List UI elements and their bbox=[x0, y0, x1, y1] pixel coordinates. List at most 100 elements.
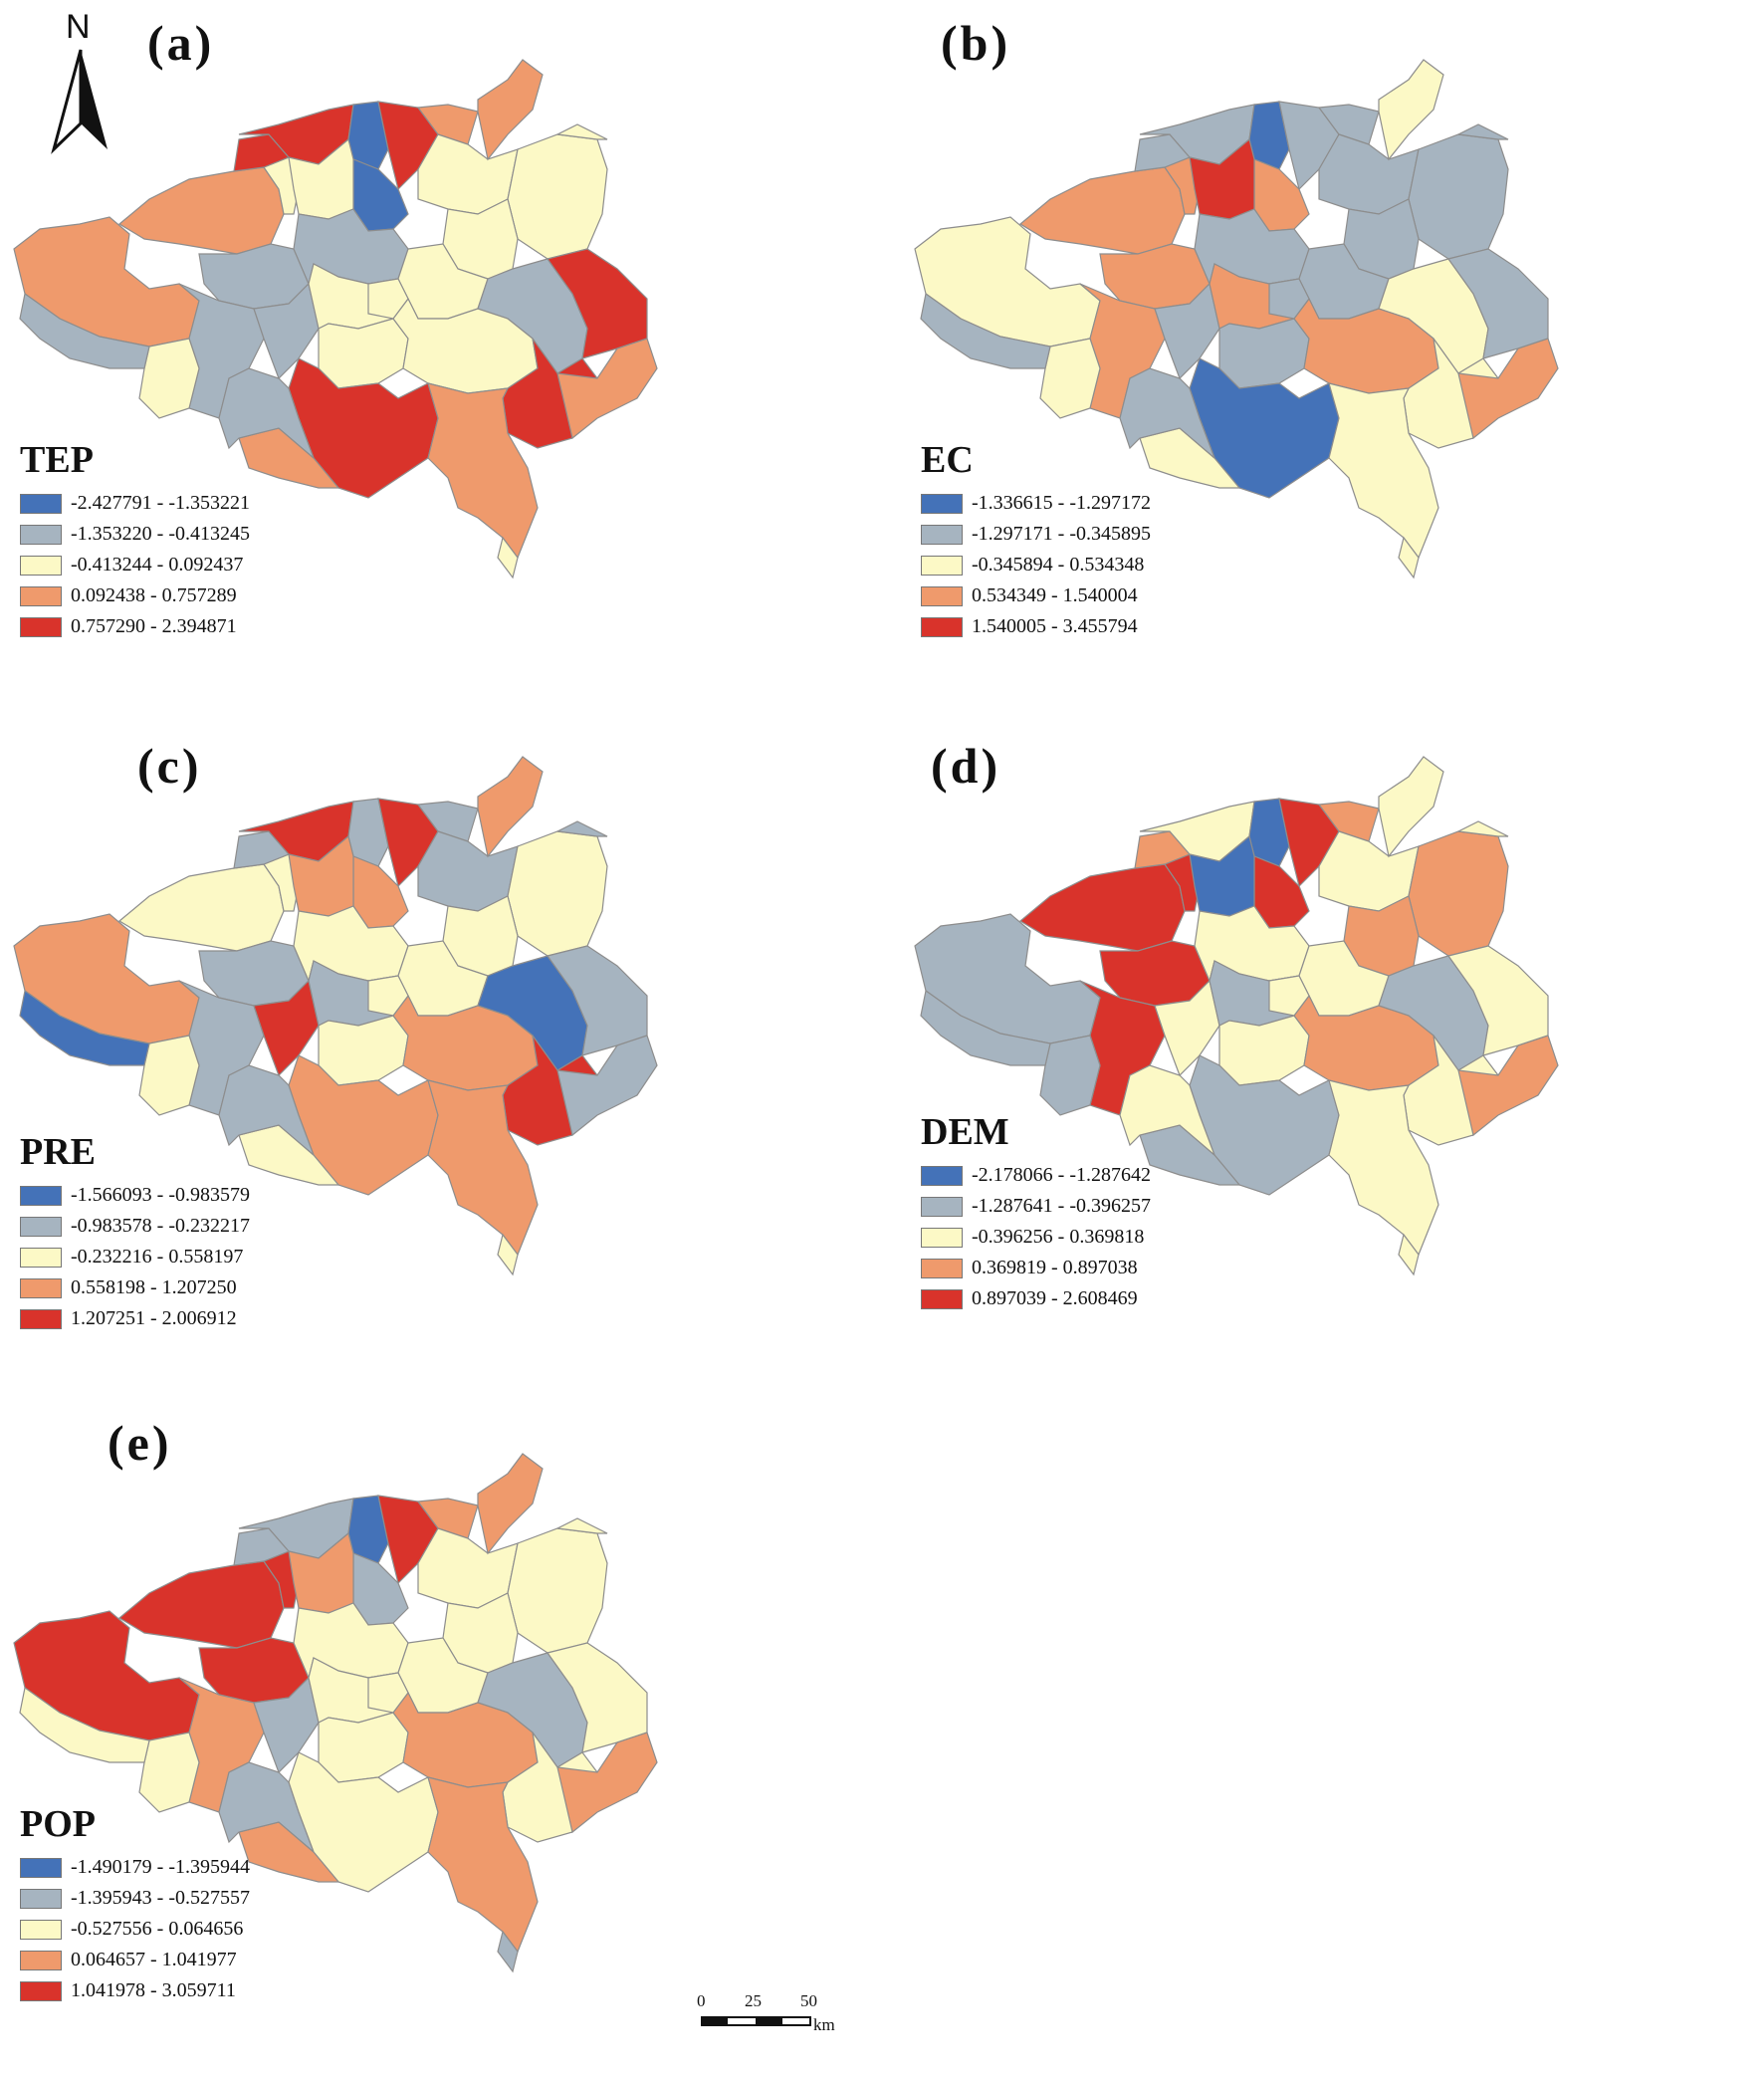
region-d-28 bbox=[1119, 1064, 1215, 1156]
region-a-5 bbox=[233, 133, 291, 172]
region-b-29 bbox=[1455, 123, 1509, 140]
region-b-28 bbox=[1119, 367, 1215, 459]
region-a-29 bbox=[554, 123, 608, 140]
legend-swatch bbox=[921, 524, 963, 545]
legend-swatch bbox=[921, 1165, 963, 1186]
legend-swatch bbox=[20, 1216, 62, 1237]
scale-unit: km bbox=[813, 2015, 835, 2034]
legend-swatch bbox=[20, 493, 62, 514]
legend-item-e-1: -1.490179 - -1.395944 bbox=[20, 1852, 250, 1883]
legend-swatch bbox=[20, 1247, 62, 1268]
region-e-33 bbox=[19, 1686, 150, 1763]
legend-swatch bbox=[20, 524, 62, 545]
region-c-34 bbox=[556, 1035, 658, 1137]
region-c-14 bbox=[507, 830, 608, 957]
legend-label: 0.558198 - 1.207250 bbox=[71, 1276, 237, 1298]
region-e-17 bbox=[253, 1676, 320, 1774]
region-d-29 bbox=[1455, 820, 1509, 837]
legend-title-e: POP bbox=[20, 1803, 96, 1845]
region-b-22 bbox=[1218, 318, 1310, 389]
region-b-35 bbox=[1398, 536, 1420, 579]
legend-label: -1.336615 - -1.297172 bbox=[972, 492, 1151, 514]
region-d-33 bbox=[920, 989, 1051, 1066]
legend-swatch bbox=[20, 1888, 62, 1909]
region-b-33 bbox=[920, 292, 1051, 369]
region-b-32 bbox=[1039, 338, 1101, 419]
scale-tick-0: 0 bbox=[697, 1991, 706, 2010]
legend-title-c: PRE bbox=[20, 1131, 96, 1173]
legend-title-b: EC bbox=[921, 439, 974, 481]
region-c-31 bbox=[477, 756, 544, 858]
legend-item-a-3: -0.413244 - 0.092437 bbox=[20, 550, 250, 580]
map-panel-d: (d) DEM -2.178066 - -1.287642 -1.287641 - … bbox=[901, 697, 1764, 1384]
legend-label: -1.490179 - -1.395944 bbox=[71, 1856, 250, 1878]
region-b-31 bbox=[1378, 59, 1444, 161]
panel-label-b: (b) bbox=[941, 15, 1011, 71]
legend-label: -0.527556 - 0.064656 bbox=[71, 1918, 244, 1940]
legend-label: 0.092438 - 0.757289 bbox=[71, 584, 237, 606]
region-b-5 bbox=[1134, 133, 1192, 172]
legend-label: -1.297171 - -0.345895 bbox=[972, 523, 1151, 545]
legend-label: -0.232216 - 0.558197 bbox=[71, 1246, 244, 1268]
legend-swatch bbox=[20, 1185, 62, 1206]
choropleth-map-b bbox=[914, 59, 1559, 579]
choropleth-map-c bbox=[13, 756, 658, 1276]
region-a-31 bbox=[477, 59, 544, 161]
legend-swatch bbox=[20, 555, 62, 576]
region-b-30 bbox=[1268, 278, 1310, 320]
legend-swatch bbox=[20, 1919, 62, 1940]
region-a-2 bbox=[117, 166, 285, 255]
legend-label: -0.396256 - 0.369818 bbox=[972, 1226, 1145, 1248]
legend-label: -2.427791 - -1.353221 bbox=[71, 492, 250, 514]
region-d-11 bbox=[1317, 801, 1380, 842]
scale-tick-25: 25 bbox=[745, 1991, 762, 2010]
legend-label: 1.207251 - 2.006912 bbox=[71, 1307, 237, 1329]
legend-a: TEP -2.427791 - -1.353221 -1.353220 - -0.4… bbox=[20, 438, 250, 642]
choropleth-map-a bbox=[13, 59, 658, 579]
legend-label: -1.566093 - -0.983579 bbox=[71, 1184, 250, 1206]
panel-label-d: (d) bbox=[931, 738, 1001, 794]
legend-label: -0.345894 - 0.534348 bbox=[972, 554, 1145, 576]
legend-swatch bbox=[20, 616, 62, 637]
region-a-11 bbox=[416, 104, 479, 145]
legend-item-d-1: -2.178066 - -1.287642 bbox=[921, 1160, 1151, 1191]
region-d-34 bbox=[1457, 1035, 1559, 1137]
panel-label-c: (c) bbox=[137, 738, 202, 794]
legend-item-e-4: 0.064657 - 1.041977 bbox=[20, 1945, 250, 1975]
region-b-11 bbox=[1317, 104, 1380, 145]
legend-label: -0.413244 - 0.092437 bbox=[71, 554, 244, 576]
region-e-34 bbox=[556, 1732, 658, 1834]
legend-label: -0.983578 - -0.232217 bbox=[71, 1215, 250, 1237]
scale-bar-graphic bbox=[701, 2016, 811, 2026]
region-a-32 bbox=[138, 338, 200, 419]
legend-label: 0.897039 - 2.608469 bbox=[972, 1287, 1138, 1309]
region-e-35 bbox=[497, 1930, 519, 1973]
legend-swatch bbox=[20, 1980, 62, 2001]
region-d-35 bbox=[1398, 1233, 1420, 1276]
legend-swatch bbox=[921, 1288, 963, 1309]
legend-c: PRE -1.566093 - -0.983579 -0.983578 - -0.2… bbox=[20, 1130, 250, 1334]
legend-label: -2.178066 - -1.287642 bbox=[972, 1164, 1151, 1186]
region-e-28 bbox=[218, 1761, 315, 1853]
legend-item-b-3: -0.345894 - 0.534348 bbox=[921, 550, 1151, 580]
legend-item-d-3: -0.396256 - 0.369818 bbox=[921, 1222, 1151, 1253]
legend-item-c-1: -1.566093 - -0.983579 bbox=[20, 1180, 250, 1211]
legend-swatch bbox=[921, 1196, 963, 1217]
scale-bar: 0 25 50 km bbox=[697, 1991, 836, 2034]
legend-swatch bbox=[921, 493, 963, 514]
choropleth-map-d bbox=[914, 756, 1559, 1276]
map-panel-e: (e) POP -1.490179 - -1.395944 -1.395943 - … bbox=[0, 1394, 876, 2046]
north-arrow: N bbox=[46, 8, 115, 157]
legend-item-c-5: 1.207251 - 2.006912 bbox=[20, 1303, 250, 1334]
legend-item-c-2: -0.983578 - -0.232217 bbox=[20, 1211, 250, 1242]
scale-tick-50: 50 bbox=[800, 1991, 817, 2010]
region-d-30 bbox=[1268, 975, 1310, 1017]
legend-swatch bbox=[921, 616, 963, 637]
legend-item-d-2: -1.287641 - -0.396257 bbox=[921, 1191, 1151, 1222]
panel-label-a: (a) bbox=[147, 15, 215, 71]
region-a-34 bbox=[556, 338, 658, 440]
region-d-32 bbox=[1039, 1035, 1101, 1116]
legend-label: 0.064657 - 1.041977 bbox=[71, 1949, 237, 1970]
legend-swatch bbox=[921, 555, 963, 576]
legend-swatch bbox=[20, 1308, 62, 1329]
